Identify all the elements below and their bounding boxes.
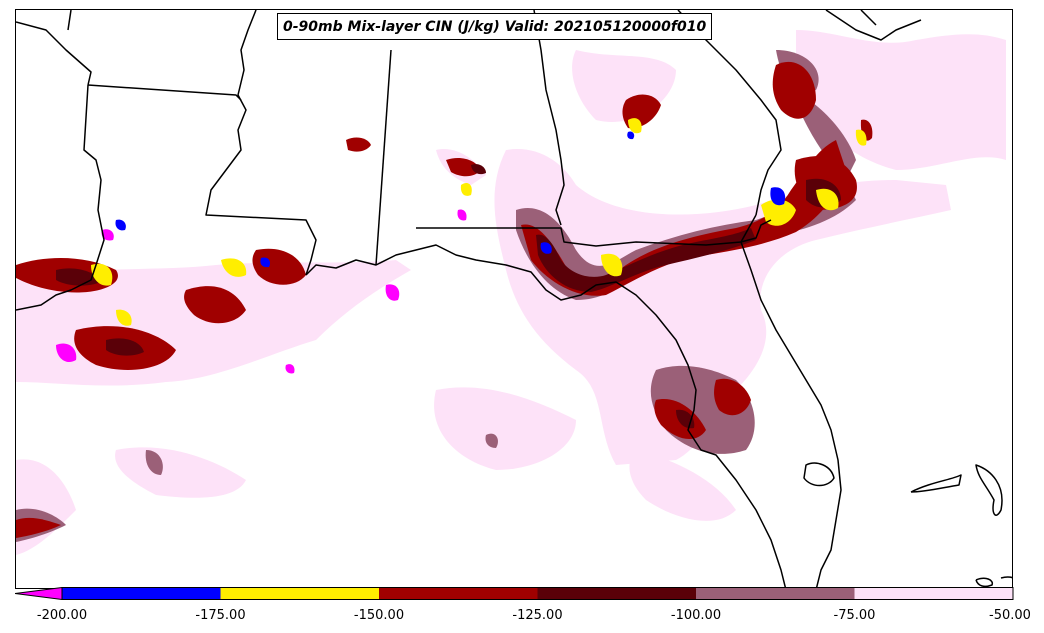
coastlines-borders — [16, 10, 1012, 588]
colorbar — [15, 587, 1014, 600]
colorbar-extend-triangle — [15, 587, 63, 600]
cin-layer-red — [16, 61, 873, 538]
cin-layer-magenta — [56, 209, 467, 374]
colorbar-tick-label: -100.00 — [670, 608, 722, 623]
cin-layer-light — [16, 30, 1006, 555]
colorbar-segment — [537, 587, 696, 600]
colorbar-segment — [854, 587, 1013, 600]
colorbar-segment — [696, 587, 855, 600]
colorbar-segment — [379, 587, 538, 600]
colorbar-tick-label: -50.00 — [989, 608, 1031, 623]
colorbar-tick-label: -75.00 — [833, 608, 876, 623]
cin-layer-maroon — [56, 164, 841, 429]
colorbar-segment — [62, 587, 221, 600]
colorbar-segment — [220, 587, 379, 600]
colorbar-tick-label: -150.00 — [353, 608, 405, 623]
colorbar-tick-label: -175.00 — [195, 608, 246, 623]
colorbar-tick-label: -200.00 — [36, 608, 88, 623]
colorbar-tick-label: -125.00 — [512, 608, 563, 623]
cin-map — [16, 10, 1012, 588]
cin-layer-yellow — [91, 118, 867, 326]
map-panel — [15, 9, 1013, 589]
map-title: 0-90mb Mix-layer CIN (J/kg) Valid: 20210… — [277, 13, 713, 40]
cin-layer-blue — [115, 131, 786, 268]
